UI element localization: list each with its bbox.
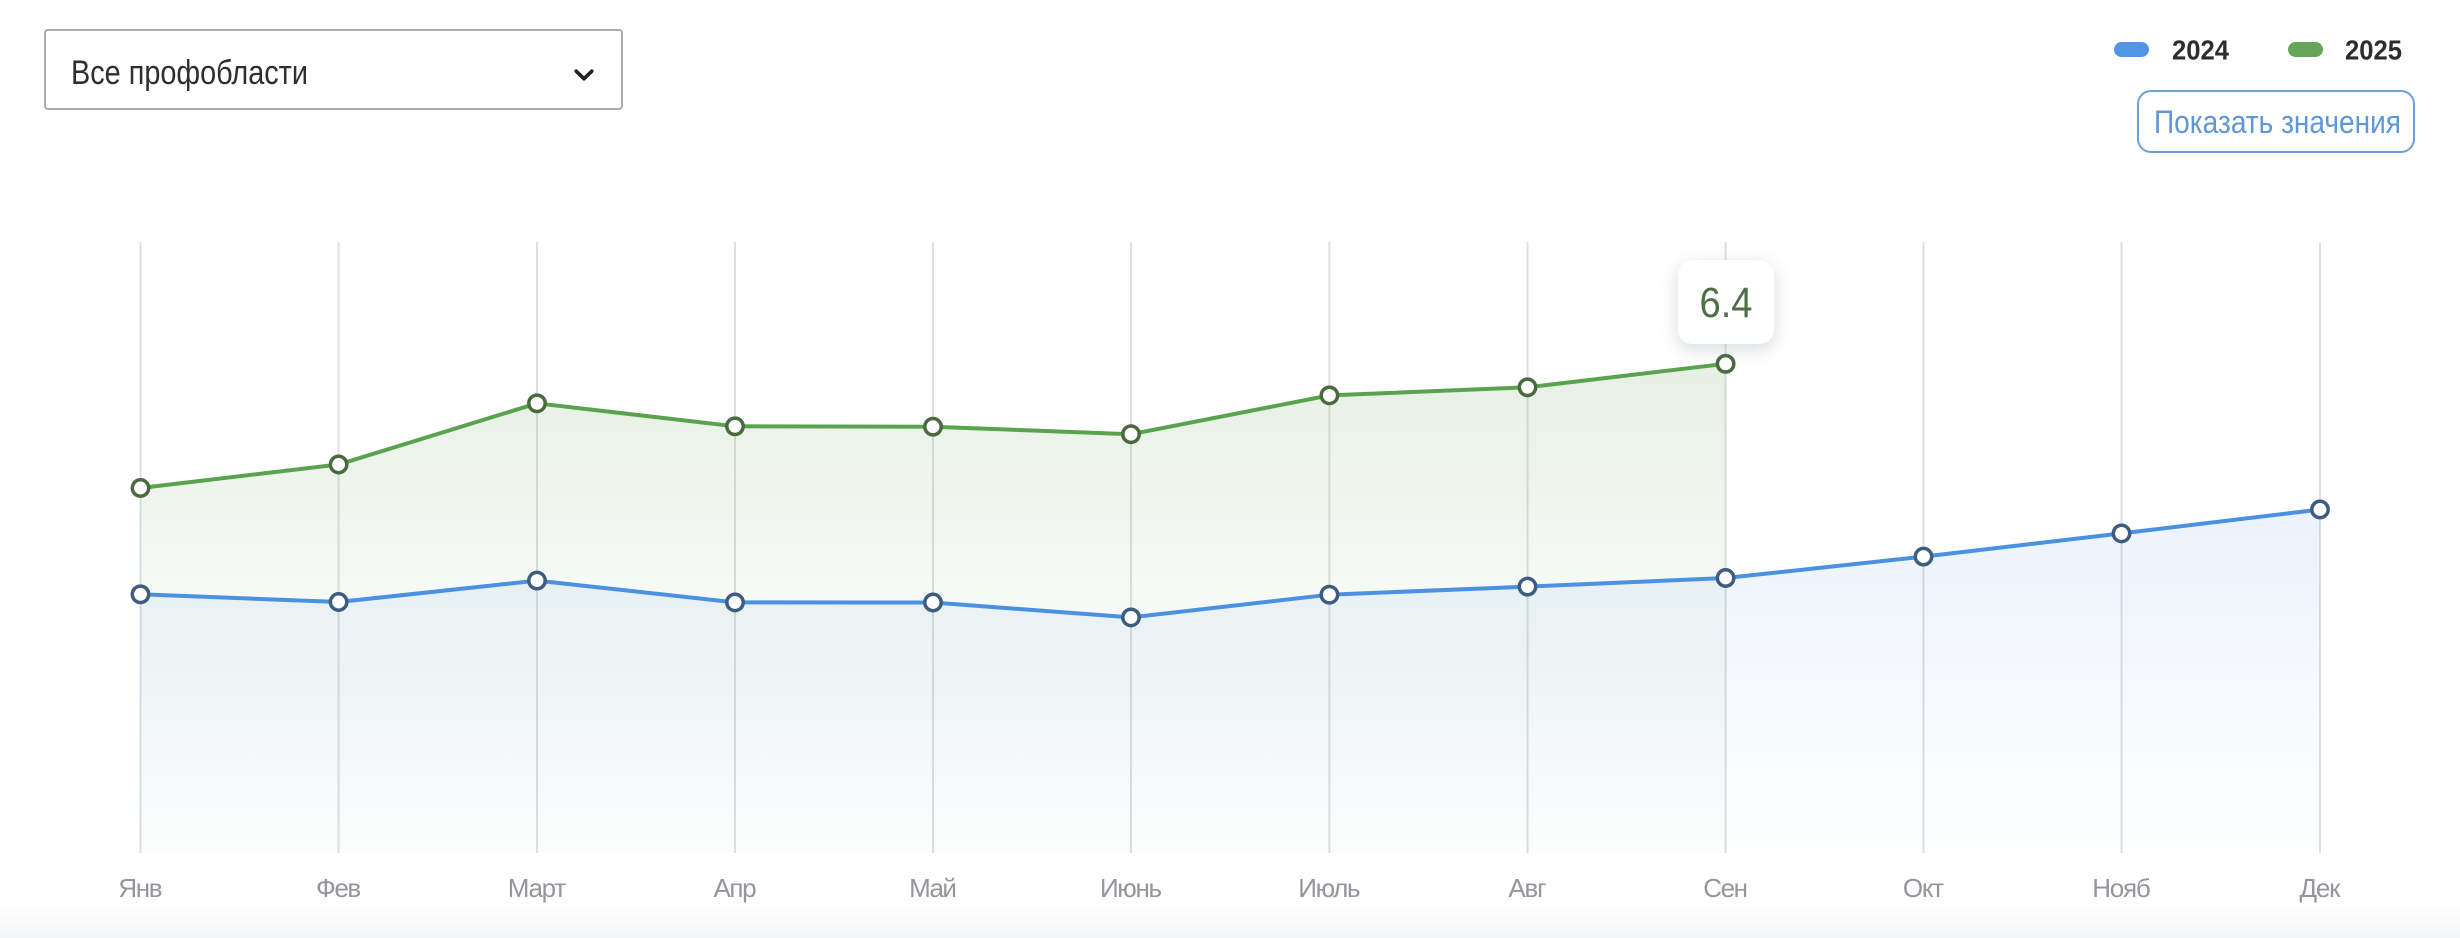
svg-text:Окт: Окт: [1903, 873, 1944, 903]
svg-text:Все профобласти: Все профобласти: [71, 54, 308, 92]
svg-text:Нояб: Нояб: [2092, 873, 2151, 903]
svg-text:Показать значения: Показать значения: [2154, 104, 2401, 140]
svg-text:Авг: Авг: [1508, 873, 1546, 903]
svg-text:2024: 2024: [2172, 35, 2229, 66]
svg-text:Март: Март: [508, 873, 567, 903]
svg-text:Янв: Янв: [118, 873, 162, 903]
svg-text:6.4: 6.4: [1700, 279, 1753, 327]
svg-text:Апр: Апр: [713, 873, 756, 903]
svg-text:Дек: Дек: [2300, 873, 2342, 903]
svg-text:Июль: Июль: [1298, 873, 1360, 903]
svg-text:Май: Май: [909, 873, 957, 903]
svg-text:Сен: Сен: [1703, 873, 1748, 903]
svg-text:Июнь: Июнь: [1100, 873, 1162, 903]
svg-text:Фев: Фев: [316, 873, 361, 903]
svg-text:2025: 2025: [2345, 35, 2402, 66]
